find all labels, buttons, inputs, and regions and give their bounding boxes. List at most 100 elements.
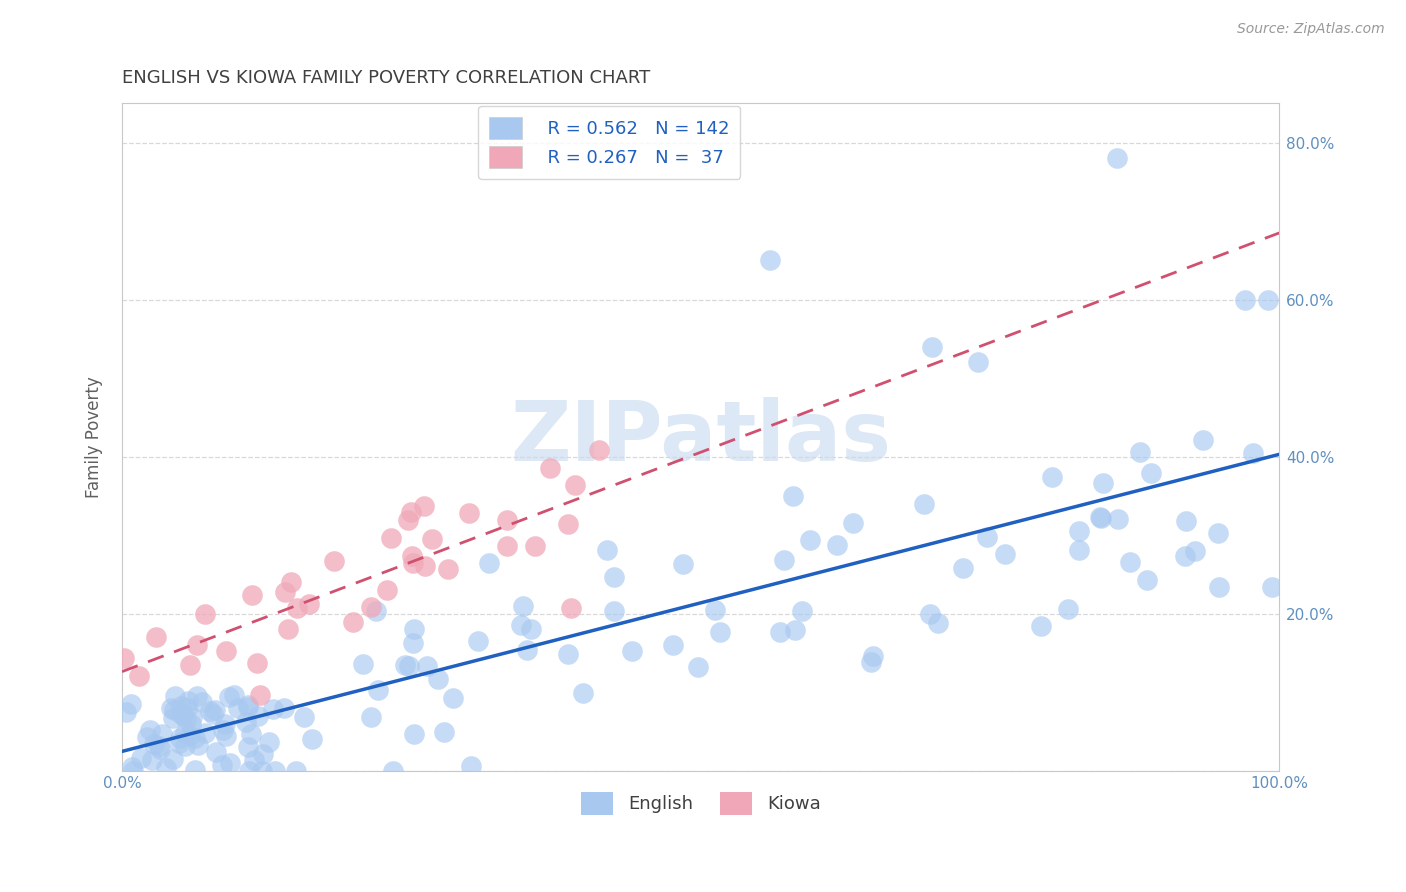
- Point: [218, 690, 240, 704]
- Point: [215, 644, 238, 658]
- Point: [572, 686, 595, 700]
- Point: [169, 731, 191, 745]
- Point: [1042, 470, 1064, 484]
- Point: [912, 497, 935, 511]
- Point: [121, 759, 143, 773]
- Point: [1129, 445, 1152, 459]
- Point: [1091, 475, 1114, 490]
- Point: [179, 657, 201, 672]
- Point: [1233, 293, 1256, 307]
- Point: [150, 726, 173, 740]
- Point: [367, 682, 389, 697]
- Point: [280, 574, 302, 589]
- Point: [183, 763, 205, 777]
- Point: [790, 604, 813, 618]
- Text: ENGLISH VS KIOWA FAMILY POVERTY CORRELATION CHART: ENGLISH VS KIOWA FAMILY POVERTY CORRELAT…: [122, 69, 651, 87]
- Point: [467, 633, 489, 648]
- Point: [360, 710, 382, 724]
- Point: [783, 623, 806, 637]
- Point: [292, 710, 315, 724]
- Point: [862, 649, 884, 664]
- Point: [211, 723, 233, 737]
- Point: [176, 701, 198, 715]
- Point: [238, 698, 260, 712]
- Point: [172, 708, 194, 723]
- Point: [1031, 619, 1053, 633]
- Point: [238, 764, 260, 778]
- Point: [162, 711, 184, 725]
- Point: [187, 738, 209, 752]
- Point: [401, 549, 423, 563]
- Point: [1184, 544, 1206, 558]
- Point: [184, 731, 207, 745]
- Point: [402, 557, 425, 571]
- Point: [243, 753, 266, 767]
- Legend: English, Kiowa: English, Kiowa: [574, 785, 828, 822]
- Point: [215, 729, 238, 743]
- Point: [662, 638, 685, 652]
- Point: [399, 505, 422, 519]
- Point: [186, 689, 208, 703]
- Point: [441, 690, 464, 705]
- Point: [170, 706, 193, 721]
- Point: [432, 725, 454, 739]
- Point: [287, 600, 309, 615]
- Point: [1069, 543, 1091, 558]
- Point: [1069, 524, 1091, 538]
- Point: [163, 703, 186, 717]
- Point: [236, 699, 259, 714]
- Point: [160, 701, 183, 715]
- Point: [136, 730, 159, 744]
- Point: [190, 695, 212, 709]
- Point: [588, 442, 610, 457]
- Point: [1090, 510, 1112, 524]
- Point: [382, 764, 405, 778]
- Point: [114, 706, 136, 720]
- Point: [686, 660, 709, 674]
- Point: [322, 554, 344, 568]
- Point: [205, 745, 228, 759]
- Point: [402, 636, 425, 650]
- Point: [155, 760, 177, 774]
- Point: [704, 602, 727, 616]
- Point: [141, 753, 163, 767]
- Point: [413, 558, 436, 573]
- Point: [219, 756, 242, 771]
- Point: [458, 506, 481, 520]
- Point: [169, 736, 191, 750]
- Point: [121, 764, 143, 778]
- Point: [927, 615, 949, 630]
- Point: [179, 727, 201, 741]
- Point: [921, 340, 943, 354]
- Point: [246, 656, 269, 670]
- Point: [240, 588, 263, 602]
- Point: [250, 764, 273, 778]
- Point: [512, 599, 534, 613]
- Point: [380, 531, 402, 545]
- Point: [273, 700, 295, 714]
- Point: [782, 489, 804, 503]
- Point: [1206, 525, 1229, 540]
- Point: [557, 516, 579, 531]
- Point: [1090, 510, 1112, 524]
- Point: [1260, 580, 1282, 594]
- Point: [427, 673, 450, 687]
- Point: [177, 694, 200, 708]
- Point: [145, 630, 167, 644]
- Point: [129, 750, 152, 764]
- Point: [671, 557, 693, 571]
- Point: [412, 499, 434, 513]
- Point: [515, 643, 537, 657]
- Point: [180, 710, 202, 724]
- Point: [952, 561, 974, 575]
- Point: [509, 617, 531, 632]
- Text: Source: ZipAtlas.com: Source: ZipAtlas.com: [1237, 22, 1385, 37]
- Point: [799, 533, 821, 548]
- Point: [524, 539, 547, 553]
- Point: [1140, 467, 1163, 481]
- Point: [173, 739, 195, 754]
- Point: [1175, 514, 1198, 528]
- Point: [603, 570, 626, 584]
- Point: [859, 655, 882, 669]
- Point: [149, 742, 172, 756]
